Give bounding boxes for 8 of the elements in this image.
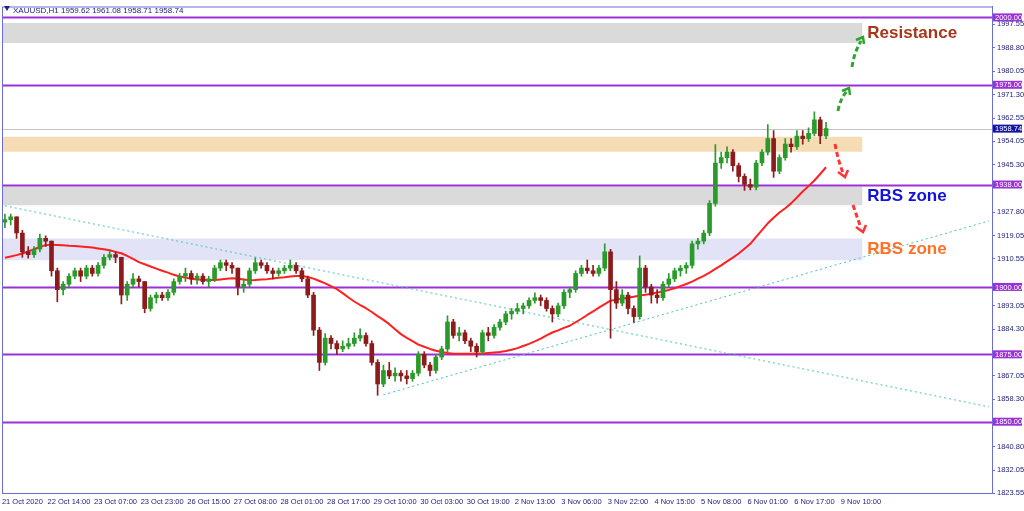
band-label: RBS zone [867, 239, 947, 259]
candlestick [800, 130, 806, 145]
chart-title: XAUUSD,H1 1959.62 1961.08 1958.71 1958.74 [13, 6, 184, 16]
candlestick [404, 370, 410, 385]
band-label: RBS zone [867, 185, 947, 205]
band-label: Resistance [867, 22, 958, 42]
candlestick [25, 246, 31, 259]
candlestick [43, 235, 49, 247]
